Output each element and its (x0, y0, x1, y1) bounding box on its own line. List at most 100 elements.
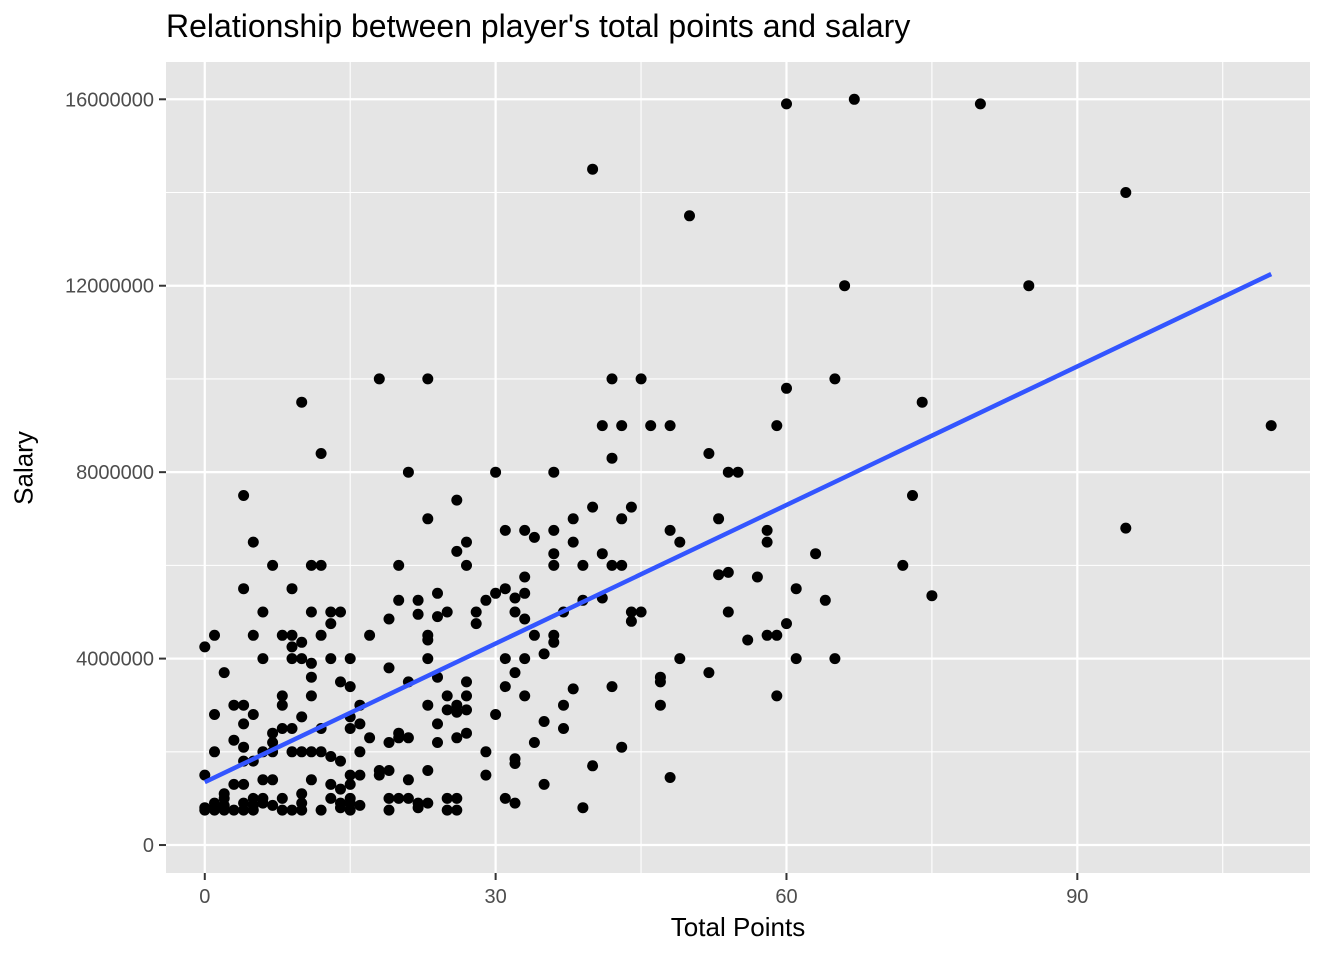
y-tick-label: 12000000 (65, 276, 154, 298)
data-point (781, 98, 792, 110)
data-point (286, 746, 298, 758)
data-point (296, 396, 308, 408)
data-point (228, 734, 240, 746)
data-point (451, 494, 463, 506)
data-point (1265, 420, 1277, 432)
data-point (441, 606, 453, 618)
data-point (587, 163, 599, 175)
data-point (519, 653, 531, 665)
data-point (354, 769, 366, 781)
data-point (373, 373, 385, 385)
data-point (325, 606, 337, 618)
data-point (257, 792, 269, 804)
data-point (451, 732, 463, 744)
data-point (238, 718, 250, 730)
data-point (209, 629, 220, 641)
data-point (432, 737, 443, 748)
data-point (509, 592, 521, 604)
data-point (528, 737, 540, 748)
data-point (538, 716, 550, 727)
data-point (422, 797, 434, 809)
data-point (422, 653, 434, 665)
trend-line (203, 272, 1273, 785)
data-point (422, 513, 434, 525)
data-point (839, 280, 851, 292)
data-point (499, 792, 511, 804)
data-point (451, 699, 463, 711)
data-point (354, 799, 366, 811)
data-point (276, 804, 288, 816)
data-point (344, 792, 356, 804)
data-point (209, 797, 220, 809)
data-point (325, 751, 337, 762)
data-point (393, 727, 405, 739)
data-point (635, 606, 647, 618)
data-point (567, 513, 579, 525)
data-point (383, 765, 395, 776)
data-point (276, 699, 288, 711)
data-point (771, 420, 783, 432)
data-point (461, 559, 472, 571)
data-point (499, 653, 511, 665)
data-point (499, 583, 511, 595)
data-point (335, 676, 346, 688)
data-point (276, 629, 288, 641)
data-point (654, 699, 666, 711)
data-point (209, 746, 220, 758)
data-point (616, 741, 628, 753)
data-point (771, 690, 783, 702)
data-point (519, 571, 531, 583)
data-point (325, 778, 337, 790)
data-point (596, 548, 608, 560)
data-point (354, 718, 366, 730)
data-point (412, 608, 424, 620)
data-point (228, 804, 240, 816)
data-point (577, 802, 589, 814)
data-point (432, 718, 443, 730)
data-point (209, 709, 220, 720)
data-point (383, 792, 395, 804)
data-point (305, 690, 317, 702)
data-point (926, 590, 938, 602)
data-point (897, 559, 909, 571)
data-point (606, 452, 618, 464)
data-point (567, 536, 579, 548)
data-point (257, 606, 269, 618)
data-point (393, 594, 405, 606)
data-point (1120, 187, 1132, 198)
data-point (402, 792, 414, 804)
data-point (490, 587, 502, 599)
data-point (761, 629, 773, 641)
data-point (335, 783, 346, 795)
data-point (1120, 522, 1132, 534)
data-point (383, 662, 395, 674)
data-point (790, 653, 802, 665)
data-point (432, 587, 443, 599)
data-point (257, 774, 269, 786)
data-point (722, 606, 734, 618)
data-point (199, 802, 211, 814)
data-point (286, 583, 298, 595)
data-point (703, 667, 715, 679)
data-point (383, 737, 395, 748)
data-point (790, 583, 802, 595)
data-point (916, 396, 928, 408)
data-point (616, 420, 628, 432)
data-point (228, 699, 240, 711)
data-point (538, 648, 550, 660)
data-point (422, 373, 434, 385)
data-point (247, 629, 259, 641)
minor-grid (166, 62, 1310, 873)
data-point (606, 681, 618, 693)
data-point (664, 524, 676, 536)
data-point (267, 737, 279, 748)
data-point (654, 671, 666, 683)
data-point (267, 559, 279, 571)
data-point (276, 723, 288, 734)
y-axis-title: Salary (8, 431, 39, 505)
data-point (499, 681, 511, 693)
data-point (344, 681, 356, 693)
data-point (305, 774, 317, 786)
data-point (625, 501, 637, 513)
